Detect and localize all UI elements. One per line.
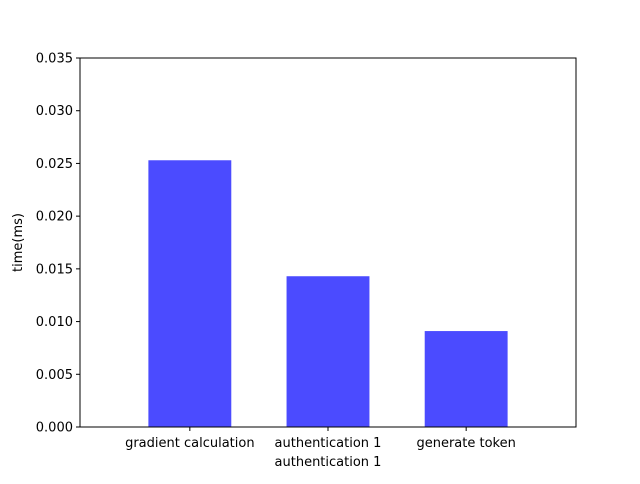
y-axis: 0.000 0.005 0.010 0.015 0.020 0.025 0.030 0.035 — [36, 52, 80, 436]
y-tick-label: 0.015 — [36, 262, 73, 277]
y-tick-label: 0.030 — [36, 104, 73, 119]
bars-layer — [148, 160, 508, 427]
y-tick-label: 0.025 — [36, 157, 73, 172]
x-tick-label-line: gradient calculation — [125, 436, 255, 451]
y-axis-label: time(ms) — [11, 213, 26, 272]
y-tick-label: 0.005 — [36, 368, 73, 383]
x-tick-label-line: generate token — [416, 436, 515, 451]
y-tick-label: 0.010 — [36, 315, 73, 330]
x-tick-label-line: authentication 1 — [275, 436, 382, 451]
y-tick-label: 0.035 — [36, 52, 73, 67]
bar-2 — [424, 331, 508, 427]
x-tick-label: generate token — [416, 436, 515, 451]
bar-1 — [286, 276, 370, 427]
x-tick-label-line: authentication 1 — [275, 455, 382, 470]
x-tick-label: gradient calculation — [125, 436, 255, 451]
bar-0 — [148, 160, 232, 427]
y-tick-label: 0.020 — [36, 210, 73, 225]
x-tick-label: authentication 1 authentication 1 — [275, 436, 382, 470]
y-tick-label: 0.000 — [36, 421, 73, 436]
x-axis: gradient calculation authentication 1 auth… — [125, 427, 516, 470]
